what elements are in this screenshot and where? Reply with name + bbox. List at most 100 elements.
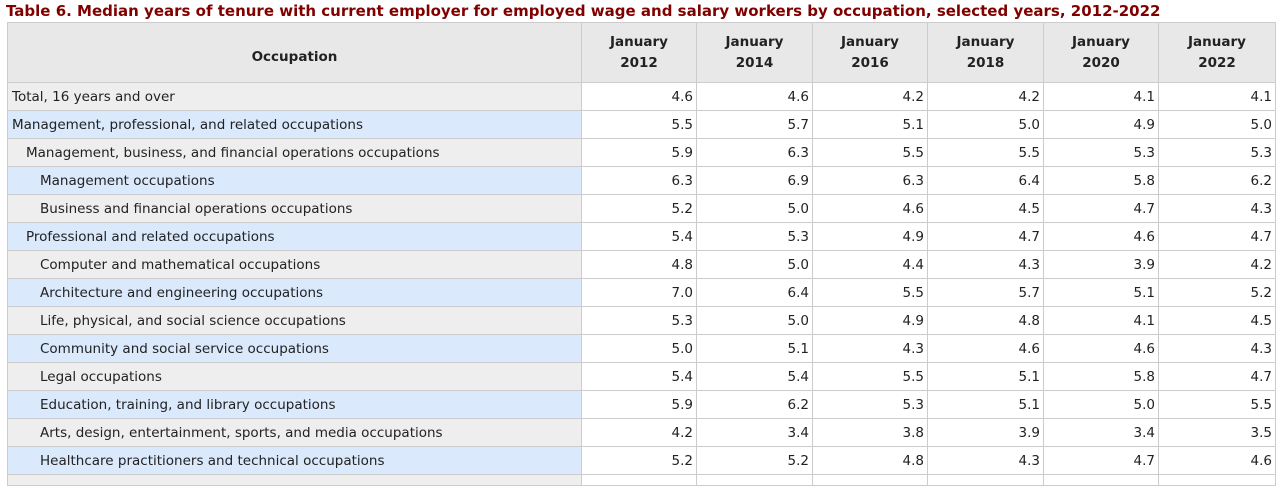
row-label: Education, training, and library occupat… [7, 390, 582, 419]
tenure-value-cell: 5.0 [696, 306, 813, 335]
tenure-value-cell: 4.1 [1158, 82, 1276, 111]
column-header-year: January 2020 [1043, 22, 1159, 83]
tenure-value-cell: 4.6 [927, 334, 1044, 363]
tenure-value-cell: 5.0 [696, 194, 813, 223]
tenure-value-cell: 6.4 [927, 166, 1044, 195]
tenure-value-cell: 6.3 [581, 166, 697, 195]
tenure-value-cell: 4.3 [1158, 194, 1276, 223]
table-row: Life, physical, and social science occup… [7, 306, 1276, 335]
tenure-value-cell: 5.1 [927, 362, 1044, 391]
column-header-month: January [1072, 33, 1130, 50]
tenure-value-cell: 4.4 [812, 250, 928, 279]
tenure-value-cell: 3.8 [812, 418, 928, 447]
tenure-value-cell: 4.1 [1043, 306, 1159, 335]
column-header-year-value: 2014 [735, 54, 774, 71]
row-label: Professional and related occupations [7, 222, 582, 251]
row-label: Community and social service occupations [7, 334, 582, 363]
tenure-value-cell: 4.2 [927, 82, 1044, 111]
table-row: Business and financial operations occupa… [7, 194, 1276, 223]
tenure-value-cell: 5.9 [581, 390, 697, 419]
row-label: Management occupations [7, 166, 582, 195]
row-label: Architecture and engineering occupations [7, 278, 582, 307]
column-header-year: January 2016 [812, 22, 928, 83]
column-header-year: January 2014 [696, 22, 813, 83]
tenure-value-cell: 4.3 [927, 446, 1044, 475]
table-caption: Table 6. Median years of tenure with cur… [6, 2, 1161, 20]
tenure-value-cell: 3.4 [1043, 418, 1159, 447]
tenure-value-cell: 5.0 [1043, 390, 1159, 419]
tenure-value-cell: 5.2 [581, 446, 697, 475]
tenure-value-cell: 5.0 [927, 110, 1044, 139]
column-header-year-value: 2016 [851, 54, 889, 71]
tenure-value-cell: 5.2 [581, 194, 697, 223]
tenure-value-cell: 4.3 [812, 334, 928, 363]
tenure-value-cell: 5.3 [696, 222, 813, 251]
table-row: Management occupations 6.3 6.9 6.3 6.4 5.8 6.2 [7, 166, 1276, 195]
column-header-month: January [841, 33, 899, 50]
tenure-value-cell: 4.7 [1158, 222, 1276, 251]
tenure-value-cell: 5.0 [1158, 110, 1276, 139]
tenure-value-cell: 4.2 [1158, 250, 1276, 279]
tenure-value-cell: 5.4 [581, 362, 697, 391]
tenure-value-cell: 3.4 [696, 418, 813, 447]
tenure-value-cell: 4.6 [812, 194, 928, 223]
tenure-value-cell: 5.2 [696, 446, 813, 475]
column-header-year: January 2018 [927, 22, 1044, 83]
row-label: Life, physical, and social science occup… [7, 306, 582, 335]
tenure-value-cell: 5.4 [581, 222, 697, 251]
column-header-month: January [725, 33, 784, 50]
tenure-value-cell: 4.8 [812, 446, 928, 475]
tenure-value-cell: 4.3 [927, 250, 1044, 279]
tenure-value-cell: 7.0 [581, 278, 697, 307]
table-row: Management, professional, and related oc… [7, 110, 1276, 139]
tenure-value-cell: 4.1 [1043, 82, 1159, 111]
tenure-value-cell: 6.2 [696, 390, 813, 419]
column-header-month: January [956, 33, 1015, 50]
row-label: Total, 16 years and over [7, 82, 582, 111]
row-label: Management, professional, and related oc… [7, 110, 582, 139]
tenure-value-cell: 4.7 [927, 222, 1044, 251]
tenure-value-cell: 4.5 [1158, 306, 1276, 335]
table-row: Education, training, and library occupat… [7, 390, 1276, 419]
tenure-value-cell: 4.7 [1043, 194, 1159, 223]
tenure-value-cell: 5.8 [1043, 362, 1159, 391]
tenure-value-cell: 4.3 [1158, 334, 1276, 363]
tenure-value-cell: 4.6 [1158, 446, 1276, 475]
tenure-value-cell [696, 474, 813, 486]
table-row: Legal occupations 5.4 5.4 5.5 5.1 5.8 4.7 [7, 362, 1276, 391]
table-row: Management, business, and financial oper… [7, 138, 1276, 167]
table-row: Healthcare practitioners and technical o… [7, 446, 1276, 475]
column-header-year: January 2012 [581, 22, 697, 83]
row-label: Management, business, and financial oper… [7, 138, 582, 167]
tenure-value-cell: 4.9 [1043, 110, 1159, 139]
table-row: Professional and related occupations 5.4 5… [7, 222, 1276, 251]
tenure-value-cell: 5.0 [696, 250, 813, 279]
tenure-value-cell: 6.3 [812, 166, 928, 195]
column-header-year-value: 2022 [1198, 54, 1236, 71]
tenure-value-cell: 5.7 [696, 110, 813, 139]
tenure-value-cell: 5.3 [1158, 138, 1276, 167]
tenure-value-cell [1158, 474, 1276, 486]
row-label: Legal occupations [7, 362, 582, 391]
tenure-value-cell: 4.9 [812, 306, 928, 335]
table-row: Total, 16 years and over 4.6 4.6 4.2 4.2 4.1 4… [7, 82, 1276, 111]
tenure-value-cell: 5.1 [1043, 278, 1159, 307]
tenure-value-cell: 4.8 [581, 250, 697, 279]
tenure-value-cell: 4.2 [812, 82, 928, 111]
column-header-year: January 2022 [1158, 22, 1276, 83]
tenure-table: Occupation January 2012 January 2014 Janua… [7, 22, 1276, 486]
tenure-value-cell: 4.2 [581, 418, 697, 447]
tenure-value-cell [927, 474, 1044, 486]
column-header-occupation: Occupation [7, 22, 582, 83]
row-label: Computer and mathematical occupations [7, 250, 582, 279]
tenure-value-cell: 5.0 [581, 334, 697, 363]
row-label: Arts, design, entertainment, sports, and… [7, 418, 582, 447]
tenure-value-cell: 5.3 [812, 390, 928, 419]
table-row: Architecture and engineering occupations… [7, 278, 1276, 307]
column-header-year-value: 2018 [966, 54, 1005, 71]
tenure-value-cell [581, 474, 697, 486]
tenure-value-cell: 6.4 [696, 278, 813, 307]
tenure-value-cell: 3.9 [927, 418, 1044, 447]
table-row-partial [7, 474, 1276, 486]
table-row: Arts, design, entertainment, sports, and… [7, 418, 1276, 447]
